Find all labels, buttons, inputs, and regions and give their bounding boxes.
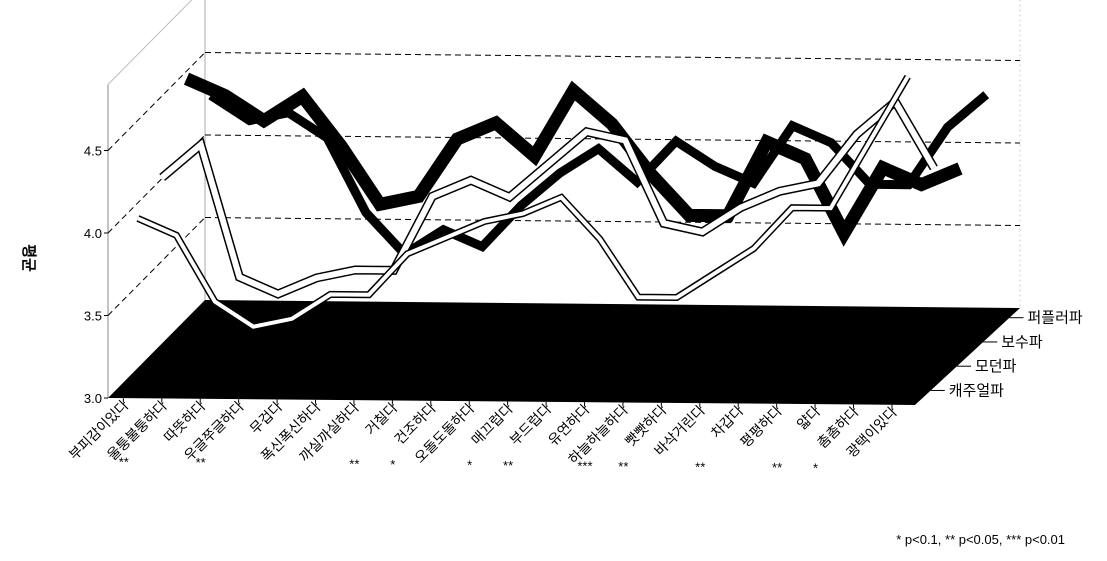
series-line xyxy=(137,75,910,329)
significance-note: * p<0.1, ** p<0.05, *** p<0.01 xyxy=(896,532,1065,547)
significance-marker: ** xyxy=(503,458,513,473)
y-tick-label: 4.5 xyxy=(84,144,102,159)
significance-marker: * xyxy=(813,460,818,475)
category-label: 매끄럽다 xyxy=(469,401,517,449)
gridline-left-wall xyxy=(107,52,206,151)
series-label: 퍼플러파 xyxy=(1028,309,1083,327)
category-label: 평평하다 xyxy=(738,403,786,451)
series-line xyxy=(208,91,990,260)
significance-marker: *** xyxy=(577,458,592,473)
left-wall-top-edge xyxy=(107,0,193,85)
y-tick-label: 3.5 xyxy=(84,309,102,324)
significance-marker: * xyxy=(467,457,472,472)
significance-marker: ** xyxy=(695,459,705,474)
y-tick-label: 3.0 xyxy=(84,391,102,406)
significance-marker: ** xyxy=(772,460,782,475)
significance-marker: ** xyxy=(196,455,206,470)
category-label: 얇다 xyxy=(794,404,824,434)
series-label: 모던파 xyxy=(975,357,1017,375)
significance-marker: ** xyxy=(119,454,129,469)
y-axis-label: 평균 xyxy=(20,244,38,272)
gridline-left-wall xyxy=(107,217,206,316)
significance-marker: * xyxy=(390,457,395,472)
series-label: 보수파 xyxy=(1001,333,1043,351)
significance-marker: ** xyxy=(618,459,628,474)
significance-marker: ** xyxy=(349,456,359,471)
back-wall-frame xyxy=(204,0,206,300)
gridline-back-wall xyxy=(204,217,1021,226)
floor-plane xyxy=(108,300,1020,405)
gridline-back-wall xyxy=(204,52,1021,61)
series-label: 캐주얼파 xyxy=(949,381,1004,399)
series-line xyxy=(160,96,937,298)
category-label: 부드럽다 xyxy=(507,401,555,449)
y-tick-label: 4.0 xyxy=(84,226,102,241)
